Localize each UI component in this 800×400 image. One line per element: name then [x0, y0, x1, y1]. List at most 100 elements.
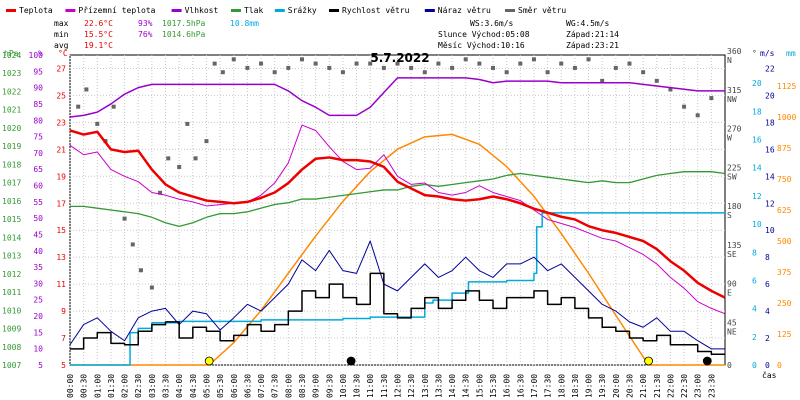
- stat-avg-temp: 19.1°C: [84, 41, 113, 50]
- wind-direction-point: [600, 78, 605, 83]
- radiation-tick-label: 500: [777, 237, 792, 246]
- x-tick-label: 04:00: [175, 374, 184, 398]
- pressure-tick-label: 1016: [2, 197, 21, 206]
- x-tick-label: 17:00: [530, 374, 539, 398]
- pressure-tick-label: 1015: [2, 215, 21, 224]
- rain-tick-label: 8: [752, 248, 757, 257]
- stat-max-temp: 22.6°C: [84, 19, 113, 28]
- astro-marker: [644, 356, 653, 366]
- x-tick-label: 20:00: [612, 374, 621, 398]
- x-tick-label: 12:00: [394, 374, 403, 398]
- wind-direction-point: [654, 78, 659, 83]
- wind-direction-point: [450, 65, 455, 70]
- pressure-tick-label: 1023: [2, 69, 21, 78]
- wind-direction-point: [245, 65, 250, 70]
- x-tick-label: 19:30: [598, 374, 607, 398]
- rain-tick-label: 18: [752, 107, 762, 116]
- legend: Teplota Přízemní teplota Vlhkost Tlak Srážky…: [6, 6, 566, 15]
- rain-tick-label: 12: [752, 192, 762, 201]
- x-tick-label: 15:00: [475, 374, 484, 398]
- x-tick-label: 11:30: [380, 374, 389, 398]
- legend-swatch: [505, 9, 515, 12]
- info-moonset: Západ:23:21: [566, 41, 619, 50]
- wind-direction-point: [158, 190, 163, 195]
- radiation-tick-label: 875: [777, 144, 792, 153]
- wind-direction-point: [204, 139, 209, 144]
- x-tick-label: 09:30: [325, 374, 334, 398]
- wind-direction-point: [177, 164, 182, 169]
- stat-avg-label: avg: [54, 41, 69, 50]
- humidity-tick-label: 70: [33, 149, 43, 158]
- legend-swatch: [6, 9, 16, 12]
- series-line-rychlost-v-tru: [70, 272, 725, 355]
- wind-direction-point: [212, 61, 217, 66]
- wind-direction-point: [327, 65, 332, 70]
- legend-label: Vlhkost: [185, 6, 219, 15]
- temperature-tick-label: 5: [61, 361, 66, 370]
- humidity-tick-label: 20: [33, 312, 43, 321]
- humidity-tick-label: 55: [33, 198, 43, 207]
- legend-swatch: [329, 9, 339, 12]
- x-tick-label: 13:00: [421, 374, 430, 398]
- wind-direction-point: [138, 268, 143, 273]
- x-tick-label: 20:30: [625, 374, 634, 398]
- x-tick-label: 13:30: [434, 374, 443, 398]
- x-tick-label: 02:00: [121, 374, 130, 398]
- wind-direction-point: [682, 104, 687, 109]
- x-tick-label: 21:30: [653, 374, 662, 398]
- rain-tick-label: 10: [752, 220, 762, 229]
- pressure-tick-label: 1008: [2, 343, 21, 352]
- wind-tick-label: 8: [765, 253, 770, 262]
- info-sunset: Západ:21:14: [566, 30, 619, 39]
- temperature-tick-label: 13: [56, 253, 66, 262]
- wind-direction-point: [76, 104, 81, 109]
- x-tick-label: 23:30: [707, 374, 716, 398]
- direction-tick-label: SW: [727, 172, 737, 181]
- x-tick-label: 14:30: [462, 374, 471, 398]
- x-tick-label: 18:30: [571, 374, 580, 398]
- axes: 00:00 00:30 01:00 01:30 02:00 02:30 03:00 03:30…: [2, 47, 796, 398]
- legend-label: Náraz větru: [438, 6, 491, 15]
- direction-tick-label: 270: [727, 125, 742, 134]
- rain-tick-label: 16: [752, 136, 762, 145]
- humidity-tick-label: 30: [33, 279, 43, 288]
- x-tick-label: 14:00: [448, 374, 457, 398]
- wind-tick-label: 22: [765, 64, 775, 73]
- rain-tick-label: 0: [752, 361, 757, 370]
- direction-tick-label: 315: [727, 86, 742, 95]
- radiation-tick-label: 1000: [777, 113, 796, 122]
- humidity-tick-label: 25: [33, 296, 43, 305]
- wind-direction-point: [709, 96, 714, 101]
- wind-direction-point: [231, 57, 236, 62]
- wind-direction-point: [166, 156, 171, 161]
- temperature-tick-label: 9: [61, 307, 66, 316]
- temperature-tick-label: 25: [56, 91, 66, 100]
- stat-min-hum: 76%: [138, 30, 153, 39]
- wind-direction-point: [84, 87, 89, 92]
- direction-tick-label: 225: [727, 163, 742, 172]
- pressure-tick-label: 1019: [2, 142, 21, 151]
- temperature-tick-label: 17: [56, 199, 66, 208]
- humidity-tick-label: 40: [33, 247, 43, 256]
- direction-tick-label: N: [727, 56, 732, 65]
- legend-label: Rychlost větru: [342, 6, 410, 15]
- pressure-tick-label: 1024: [2, 51, 21, 60]
- legend-swatch: [274, 9, 285, 12]
- humidity-tick-label: 85: [33, 100, 43, 109]
- astro-marker: [204, 356, 214, 366]
- x-tick-label: 17:30: [544, 374, 553, 398]
- direction-tick-label: NE: [727, 327, 737, 336]
- radiation-tick-label: 125: [777, 330, 792, 339]
- pressure-tick-label: 1009: [2, 325, 21, 334]
- x-tick-label: 03:30: [162, 374, 171, 398]
- series-line-teplota: [69, 129, 726, 299]
- pressure-tick-label: 1007: [2, 361, 21, 370]
- wind-direction-point: [422, 70, 427, 75]
- x-tick-label: 06:00: [230, 374, 239, 398]
- x-tick-label: 01:30: [107, 374, 116, 398]
- x-tick-label: 22:00: [666, 374, 675, 398]
- left-axis-unit: °C: [58, 49, 68, 58]
- x-tick-label: 08:30: [298, 374, 307, 398]
- wind-direction-point: [259, 61, 264, 66]
- series-line-p-zemn-teplota: [69, 124, 726, 315]
